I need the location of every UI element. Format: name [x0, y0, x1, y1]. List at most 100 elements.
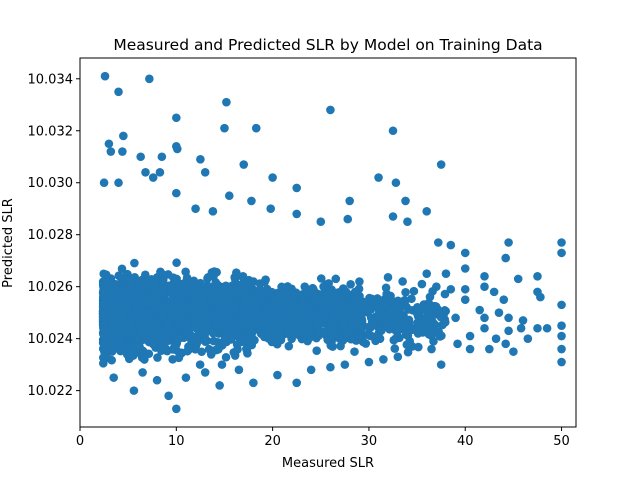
- data-point: [139, 313, 148, 323]
- data-point: [388, 212, 398, 221]
- data-point: [156, 300, 166, 309]
- data-point: [268, 173, 277, 182]
- data-point: [106, 147, 116, 156]
- data-point: [114, 87, 123, 97]
- data-point: [557, 331, 566, 341]
- data-point: [382, 312, 392, 321]
- data-point: [315, 319, 325, 329]
- data-point: [436, 160, 446, 169]
- data-point: [292, 378, 302, 388]
- data-point: [518, 316, 528, 325]
- data-point: [344, 327, 354, 337]
- data-point: [100, 325, 109, 334]
- data-point: [523, 334, 533, 343]
- data-point: [111, 284, 121, 293]
- data-point: [172, 258, 181, 268]
- data-point: [393, 327, 402, 337]
- data-point: [230, 304, 239, 314]
- data-point: [329, 311, 339, 320]
- data-point: [191, 204, 200, 214]
- data-point: [340, 360, 350, 369]
- data-point: [269, 334, 279, 344]
- data-point: [375, 311, 385, 321]
- data-point: [306, 365, 316, 375]
- data-point: [402, 321, 412, 331]
- data-point: [223, 323, 233, 333]
- data-point: [222, 97, 231, 107]
- data-point: [391, 178, 401, 188]
- data-point: [367, 331, 376, 341]
- data-point: [398, 277, 407, 286]
- data-point: [501, 253, 510, 263]
- y-axis-label: Predicted SLR: [1, 198, 16, 288]
- data-point: [188, 297, 197, 307]
- data-point: [145, 74, 154, 84]
- data-point: [401, 288, 410, 297]
- data-point: [385, 324, 394, 334]
- data-point: [142, 297, 152, 307]
- data-point: [429, 337, 438, 346]
- data-point: [153, 353, 162, 362]
- data-point: [235, 338, 244, 347]
- data-point: [422, 207, 432, 216]
- data-point: [296, 321, 306, 330]
- data-point: [219, 290, 229, 300]
- data-point: [212, 318, 222, 328]
- data-point: [239, 281, 249, 291]
- data-point: [424, 298, 433, 308]
- data-point: [134, 278, 144, 288]
- data-point: [504, 238, 513, 247]
- data-point: [413, 319, 423, 329]
- data-point: [129, 386, 139, 395]
- data-point: [99, 309, 108, 318]
- data-point: [355, 277, 364, 286]
- data-point: [328, 342, 337, 351]
- data-point: [501, 339, 510, 349]
- data-point: [282, 306, 291, 315]
- data-point: [175, 316, 185, 326]
- data-point: [148, 339, 158, 349]
- data-point: [433, 238, 443, 247]
- data-point: [228, 284, 238, 294]
- data-point: [302, 330, 312, 339]
- data-point: [211, 297, 220, 307]
- data-point: [125, 274, 134, 284]
- y-tick-label: 10.032: [28, 124, 74, 139]
- data-point: [147, 274, 156, 284]
- chart-title: Measured and Predicted SLR by Model on T…: [113, 36, 542, 54]
- data-point: [101, 276, 111, 286]
- data-point: [389, 335, 399, 345]
- data-point: [162, 329, 172, 339]
- data-point: [407, 294, 416, 304]
- data-point: [200, 328, 210, 338]
- data-point: [310, 291, 320, 300]
- data-point: [208, 207, 218, 216]
- data-point: [395, 307, 405, 317]
- data-point: [118, 311, 128, 321]
- data-point: [460, 284, 470, 294]
- data-point: [284, 341, 294, 351]
- data-point: [104, 139, 114, 149]
- data-point: [491, 334, 501, 343]
- data-point: [109, 322, 119, 332]
- data-point: [247, 196, 256, 206]
- data-point: [292, 209, 302, 219]
- data-point: [189, 305, 199, 314]
- data-point: [465, 331, 475, 341]
- data-point: [427, 344, 436, 354]
- data-point: [158, 285, 167, 295]
- data-point: [172, 144, 182, 154]
- y-tick-label: 10.024: [28, 332, 74, 347]
- data-point: [107, 355, 116, 365]
- data-point: [494, 308, 504, 317]
- data-point: [446, 284, 456, 294]
- data-point: [175, 350, 184, 359]
- data-point: [414, 305, 424, 315]
- data-point: [431, 302, 441, 311]
- x-tick-label: 20: [264, 434, 281, 449]
- y-tick-label: 10.034: [28, 72, 74, 87]
- data-point: [365, 293, 374, 303]
- data-point: [134, 290, 144, 300]
- data-point: [254, 310, 263, 320]
